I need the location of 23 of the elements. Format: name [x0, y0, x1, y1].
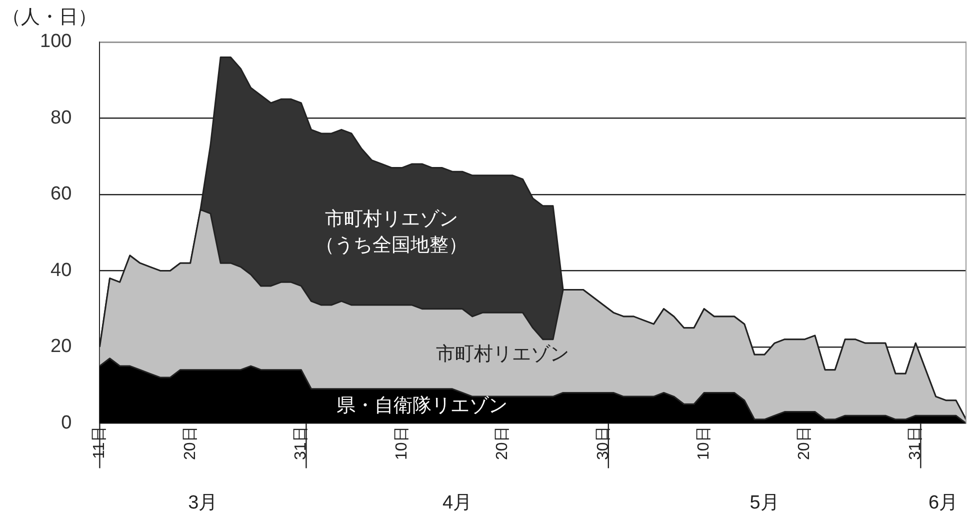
text: 5月 — [750, 492, 780, 513]
x-tick-label: 20日 — [182, 426, 199, 460]
y-tick-label: 0 — [61, 412, 72, 434]
y-tick-label: 80 — [50, 107, 72, 128]
series-label: 市町村リエゾン — [436, 342, 569, 365]
y-axis-title: （人・日） — [2, 6, 97, 30]
series-label: 県・自衛隊リエゾン — [336, 395, 508, 416]
text: 4月 — [442, 492, 472, 513]
x-tick-label: 11日 — [91, 426, 108, 459]
x-tick-label: 31日 — [292, 426, 310, 460]
series-label: 市町村リエゾン（うち全国地整） — [316, 208, 468, 256]
x-tick-label: 20日 — [494, 426, 512, 460]
x-tick-label: 10日 — [696, 426, 712, 460]
y-tick-label: 40 — [50, 260, 72, 281]
y-tick-label: 60 — [50, 184, 72, 205]
text: 3月 — [188, 492, 218, 513]
x-tick-label: 10日 — [393, 426, 410, 460]
y-tick-label: 20 — [50, 336, 72, 358]
x-tick-label: 30日 — [594, 426, 612, 460]
x-tick-label: 20日 — [796, 426, 814, 460]
y-tick-label: 100 — [40, 31, 72, 52]
x-tick-label: 31日 — [907, 426, 924, 460]
text: 6月 — [928, 492, 958, 513]
